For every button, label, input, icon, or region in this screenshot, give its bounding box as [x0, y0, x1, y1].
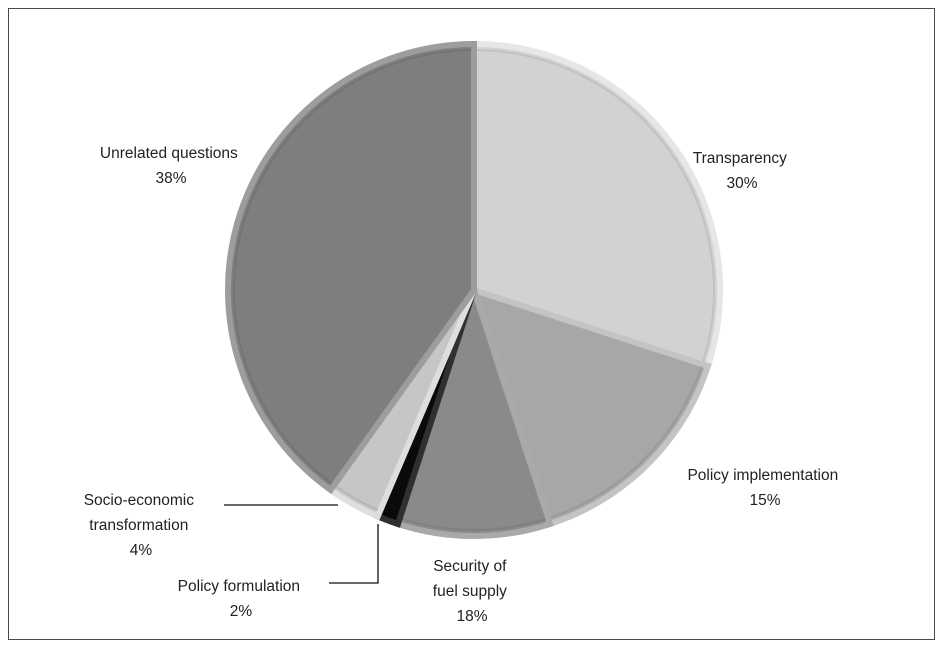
label-security-of-fuel-supply: Security of fuel supply 18%	[433, 558, 511, 625]
label-policy-formulation: Policy formulation 2%	[178, 578, 305, 620]
pie-slice-bevel	[233, 49, 472, 485]
label-socio-economic-transformation: Socio-economic transformation 4%	[84, 492, 199, 559]
pie-slice-bevel	[550, 366, 703, 519]
pie-slice-security-of-fuel-supply	[394, 280, 554, 539]
label-unrelated-questions: Unrelated questions 38%	[100, 145, 242, 187]
pie-slices	[225, 40, 723, 539]
pie-slice-unrelated-questions	[225, 40, 477, 495]
label-transparency: Transparency 30%	[693, 150, 792, 192]
leader-line-policy-formulation	[329, 524, 379, 584]
pie-slice-bevel	[476, 49, 715, 363]
leader-lines	[224, 504, 379, 584]
chart-frame	[8, 8, 935, 640]
pie-slice-transparency	[471, 40, 723, 370]
pie-slice-bevel	[401, 518, 547, 531]
label-policy-implementation: Policy implementation 15%	[687, 467, 842, 509]
